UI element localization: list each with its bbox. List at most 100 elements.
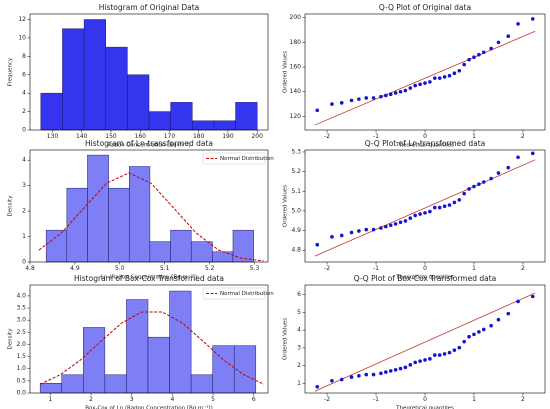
y-tick-label: 5.1	[291, 188, 301, 195]
x-tick-label: 0	[423, 396, 427, 403]
x-tick-label: 4.9	[70, 265, 80, 272]
x-tick-label: 1	[472, 133, 476, 140]
x-tick-label: 2	[521, 265, 525, 272]
y-tick-label: 180	[290, 39, 302, 46]
axes-frame	[29, 13, 269, 131]
bar	[83, 327, 106, 394]
x-tick-label: -1	[373, 265, 379, 272]
y-tick-label: 0.5	[16, 377, 26, 384]
y-tick-label: 5.3	[291, 148, 301, 155]
point	[516, 299, 520, 304]
y-tick-label: 1	[22, 233, 26, 240]
point	[428, 357, 432, 361]
point	[403, 88, 408, 93]
x-axis-label: Box-Cox of Ln (Radon Concentration [Bq·m…	[85, 405, 212, 409]
y-tick-label: 0.0	[16, 390, 26, 397]
y-tick-label: 0	[22, 259, 26, 266]
point	[357, 374, 361, 378]
y-tick-label: 6	[22, 71, 26, 78]
point	[496, 317, 501, 322]
point	[496, 171, 501, 175]
y-tick-label: 6	[297, 291, 301, 298]
point	[530, 17, 535, 21]
bar	[148, 111, 171, 131]
x-tick-label: 140	[76, 133, 88, 140]
point	[489, 176, 493, 181]
point	[489, 323, 493, 328]
bar	[212, 251, 234, 263]
point	[428, 80, 432, 84]
x-tick-label: 4	[170, 396, 174, 403]
point	[349, 230, 354, 235]
y-tick-label: 1	[297, 380, 301, 387]
y-tick-label: 12	[18, 16, 26, 23]
point	[489, 46, 493, 51]
point	[339, 101, 344, 105]
point	[452, 200, 457, 205]
point	[462, 339, 466, 344]
y-tick-label: 3.0	[16, 317, 26, 324]
point	[364, 372, 369, 377]
x-tick-label: 150	[105, 133, 117, 140]
point	[418, 82, 422, 87]
x-tick-label: 5.3	[250, 265, 260, 272]
y-tick-label: 2.0	[16, 341, 26, 348]
bar	[39, 383, 62, 394]
legend-box	[202, 287, 266, 300]
point	[506, 165, 511, 170]
bar	[192, 120, 215, 131]
axes-frame	[304, 284, 546, 394]
x-tick-label: 4.8	[25, 265, 35, 272]
y-tick-label: 5	[297, 309, 301, 316]
point	[437, 205, 442, 210]
point	[388, 223, 393, 228]
axes-frame	[304, 149, 546, 263]
point	[467, 57, 471, 62]
point	[398, 366, 403, 371]
bar	[169, 290, 192, 394]
point	[413, 83, 418, 88]
y-tick-label: 4.0	[16, 292, 26, 299]
y-tick-label: 200	[290, 14, 302, 21]
point	[371, 96, 376, 100]
point	[477, 52, 481, 57]
x-tick-label: 5.0	[115, 265, 125, 272]
subplot: Histogram of Original Data Radon Concentr…	[8, 3, 269, 149]
x-axis-label: Ln (Radon Concentration [Bq·m⁻³])	[101, 274, 197, 281]
x-tick-label: 5.2	[205, 265, 215, 272]
point	[432, 76, 437, 80]
y-axis-label: Frequency	[8, 57, 14, 86]
y-tick-label: 4.8	[291, 247, 301, 254]
subplot: Q-Q Plot of Original data Theoretical qua…	[283, 3, 546, 149]
x-tick-label: 2	[89, 396, 93, 403]
x-tick-label: 160	[135, 133, 147, 140]
legend-label: Normal Distribution	[220, 291, 274, 297]
point	[371, 227, 376, 232]
y-tick-label: 140	[290, 88, 302, 95]
bar	[235, 102, 258, 131]
y-tick-label: 4	[22, 157, 26, 164]
point	[379, 226, 383, 230]
y-tick-label: 1.0	[16, 365, 26, 372]
x-tick-label: 180	[193, 133, 205, 140]
point	[339, 377, 344, 382]
bar	[233, 345, 257, 394]
point	[472, 55, 476, 59]
y-tick-label: 5.2	[291, 168, 301, 175]
subplot-title: Histogram of Box-Cox Transformed data	[74, 274, 224, 283]
point	[516, 22, 520, 26]
point	[349, 98, 354, 103]
x-tick-label: 170	[164, 133, 176, 140]
x-tick-label: 2	[521, 396, 525, 403]
bar	[40, 92, 63, 131]
subplot-title: Q-Q Plot of Box-Cox Transformed data	[354, 274, 497, 283]
bar	[190, 374, 213, 394]
x-tick-label: 6	[252, 396, 256, 403]
y-tick-label: 3	[297, 344, 301, 351]
point	[388, 92, 393, 97]
point	[457, 198, 462, 202]
point	[530, 294, 535, 299]
point	[437, 76, 442, 80]
point	[428, 209, 432, 214]
point	[452, 71, 457, 76]
